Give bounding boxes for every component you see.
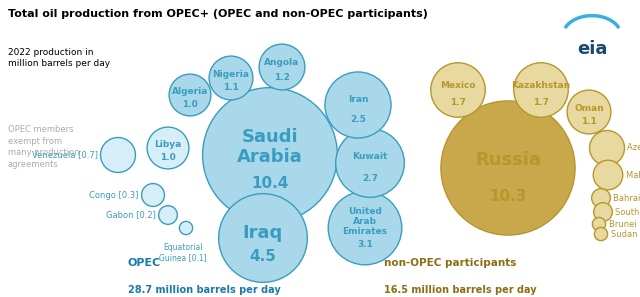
Text: Iraq: Iraq	[243, 224, 283, 242]
Text: OPEC members
exempt from
many production
agreements: OPEC members exempt from many production…	[8, 125, 79, 169]
Text: Kuwait: Kuwait	[352, 152, 388, 161]
Text: Nigeria: Nigeria	[212, 69, 250, 78]
Text: Bahrain [0.2]: Bahrain [0.2]	[613, 194, 640, 203]
Text: eia: eia	[577, 40, 607, 58]
Circle shape	[203, 88, 337, 222]
Circle shape	[325, 72, 391, 138]
Text: United
Arab
Emirates: United Arab Emirates	[342, 207, 388, 236]
Circle shape	[567, 90, 611, 134]
Circle shape	[141, 184, 164, 206]
Text: Kazakhstan: Kazakhstan	[511, 80, 571, 90]
Text: Malaysia [0.5]: Malaysia [0.5]	[626, 170, 640, 179]
Text: 1.1: 1.1	[223, 83, 239, 92]
Text: 4.5: 4.5	[250, 249, 276, 264]
Text: 16.5 million barrels per day: 16.5 million barrels per day	[384, 285, 536, 295]
Text: 10.3: 10.3	[490, 189, 527, 204]
Circle shape	[328, 191, 402, 265]
Circle shape	[179, 221, 193, 235]
Text: Angola: Angola	[264, 59, 300, 67]
Text: 28.7 million barrels per day: 28.7 million barrels per day	[128, 285, 281, 295]
Text: non-OPEC participants: non-OPEC participants	[384, 258, 516, 268]
Text: 1.2: 1.2	[274, 73, 290, 82]
Text: Azerbaijan [0.7]: Azerbaijan [0.7]	[627, 143, 640, 152]
Text: 2022 production in
million barrels per day: 2022 production in million barrels per d…	[8, 48, 110, 68]
Circle shape	[593, 160, 623, 190]
Circle shape	[219, 194, 307, 282]
Text: Libya: Libya	[154, 140, 182, 149]
Text: Algeria: Algeria	[172, 87, 208, 96]
Circle shape	[514, 63, 568, 117]
Text: Oman: Oman	[574, 104, 604, 113]
Text: 10.4: 10.4	[252, 176, 289, 191]
Circle shape	[591, 189, 611, 207]
Text: Saudi
Arabia: Saudi Arabia	[237, 127, 303, 166]
Circle shape	[593, 217, 605, 230]
Text: 1.0: 1.0	[182, 100, 198, 109]
Circle shape	[169, 74, 211, 116]
Text: Total oil production from OPEC+ (OPEC and non-OPEC participants): Total oil production from OPEC+ (OPEC an…	[8, 9, 428, 19]
Text: 1.7: 1.7	[450, 98, 466, 107]
Text: Iran: Iran	[348, 94, 368, 104]
Text: Russia: Russia	[475, 151, 541, 169]
Text: 1.7: 1.7	[533, 98, 549, 107]
Circle shape	[595, 228, 607, 241]
Text: 2.5: 2.5	[350, 115, 366, 124]
Circle shape	[159, 206, 177, 224]
Text: OPEC: OPEC	[128, 258, 161, 268]
Text: 1.1: 1.1	[581, 117, 597, 126]
Text: Sudan [0.1]: Sudan [0.1]	[611, 230, 640, 238]
Circle shape	[594, 203, 612, 221]
Text: 2.7: 2.7	[362, 174, 378, 183]
Circle shape	[589, 130, 625, 165]
Text: Equatorial
Guinea [0.1]: Equatorial Guinea [0.1]	[159, 243, 207, 262]
Text: 3.1: 3.1	[357, 240, 373, 249]
Circle shape	[209, 56, 253, 100]
Circle shape	[100, 138, 136, 173]
Text: South Sudan [0.2]: South Sudan [0.2]	[615, 208, 640, 217]
Circle shape	[259, 44, 305, 90]
Text: Brunei [0.1]: Brunei [0.1]	[609, 219, 640, 228]
Circle shape	[431, 63, 485, 117]
Text: Venezuela [0.7]: Venezuela [0.7]	[31, 151, 97, 159]
Circle shape	[441, 101, 575, 235]
Text: Gabon [0.2]: Gabon [0.2]	[106, 211, 156, 219]
Circle shape	[147, 127, 189, 169]
Text: Congo [0.3]: Congo [0.3]	[89, 190, 138, 200]
Text: Mexico: Mexico	[440, 80, 476, 90]
Text: 1.0: 1.0	[160, 153, 176, 162]
Circle shape	[335, 129, 404, 197]
